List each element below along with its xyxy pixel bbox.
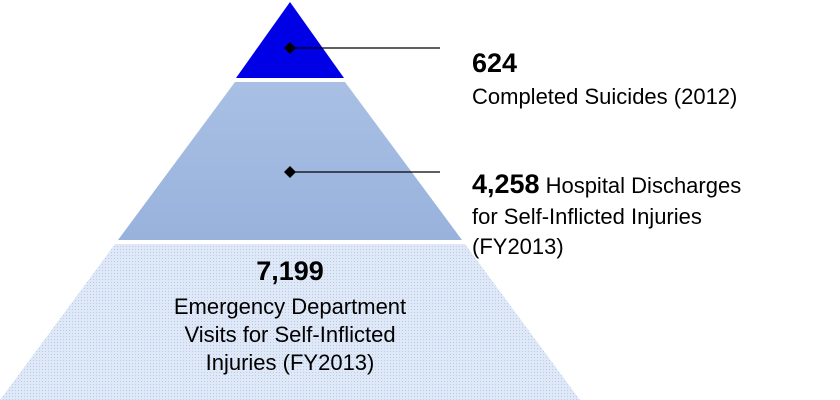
middle-tier	[118, 82, 462, 240]
tier-label: for Self-Inflicted Injuries	[472, 204, 702, 229]
bottom-tier	[0, 244, 580, 400]
top-tier	[236, 2, 344, 78]
tier-text: 4,258 Hospital Discharges	[472, 169, 741, 199]
tier-value: 7,199	[256, 256, 324, 286]
tier-label: Injuries (FY2013)	[206, 350, 375, 375]
connector-diamond	[284, 42, 296, 54]
tier-value: 624	[472, 48, 517, 78]
tier-label: (FY2013)	[472, 234, 564, 259]
tier-label: Emergency Department	[174, 294, 406, 319]
tier-label: Visits for Self-Inflicted	[184, 322, 395, 347]
tier-label: Hospital Discharges	[546, 173, 742, 198]
tier-label: Completed Suicides (2012)	[472, 84, 737, 109]
connector-diamond	[284, 166, 296, 178]
tier-value: 4,258	[472, 169, 540, 199]
